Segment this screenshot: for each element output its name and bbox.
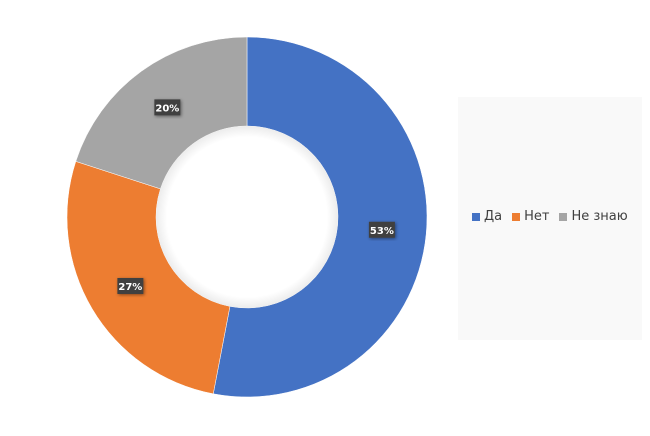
data-label-text: 27% xyxy=(118,282,142,293)
legend: Да Нет Не знаю xyxy=(472,209,628,224)
legend-item-da: Да xyxy=(472,209,502,224)
data-label-text: 53% xyxy=(370,226,394,237)
data-label-0: 53% xyxy=(368,221,395,238)
data-label-box xyxy=(368,221,395,238)
data-label-box xyxy=(154,99,181,116)
legend-swatch-net xyxy=(512,212,521,221)
legend-label-net: Нет xyxy=(524,209,550,224)
legend-swatch-ne-znayu xyxy=(559,212,568,221)
donut-hole xyxy=(156,126,338,308)
legend-item-net: Нет xyxy=(512,209,549,224)
legend-item-ne-znayu: Не знаю xyxy=(559,209,628,224)
data-label-1: 27% xyxy=(117,277,144,294)
legend-swatch-da xyxy=(472,212,480,221)
legend-box xyxy=(458,97,642,340)
data-label-box xyxy=(117,277,144,294)
legend-label-ne-znayu: Не знаю xyxy=(571,209,628,224)
legend-label-da: Да xyxy=(484,209,503,224)
data-label-text: 20% xyxy=(155,103,179,114)
data-label-2: 20% xyxy=(154,99,181,116)
